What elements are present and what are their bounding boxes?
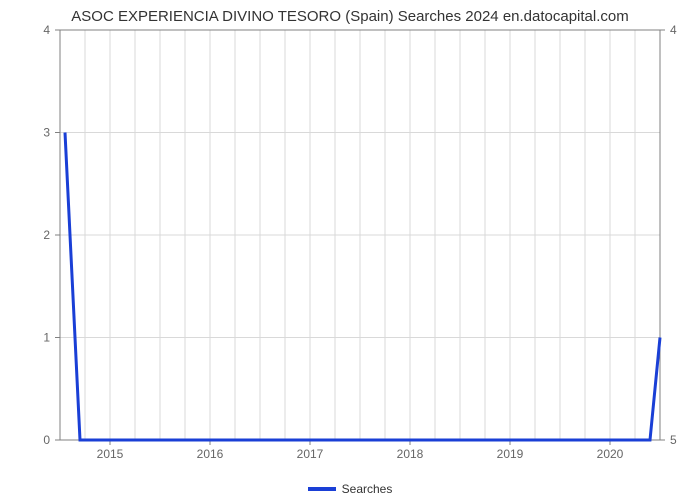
x-tick-label: 2015 — [97, 447, 124, 461]
x-tick-label: 2016 — [197, 447, 224, 461]
y-left-tick-label: 2 — [43, 228, 50, 242]
x-tick-label: 2017 — [297, 447, 324, 461]
legend: Searches — [0, 482, 700, 496]
y-right-tick-label: 5 — [670, 433, 677, 447]
legend-label: Searches — [342, 482, 393, 496]
y-left-tick-label: 3 — [43, 126, 50, 140]
x-tick-label: 2019 — [497, 447, 524, 461]
y-left-tick-label: 1 — [43, 331, 50, 345]
y-right-tick-label: 4 — [670, 23, 677, 37]
x-tick-label: 2018 — [397, 447, 424, 461]
series-line — [65, 133, 660, 441]
legend-swatch — [308, 487, 336, 491]
y-left-tick-label: 4 — [43, 23, 50, 37]
chart-container: ASOC EXPERIENCIA DIVINO TESORO (Spain) S… — [0, 0, 700, 500]
y-left-tick-label: 0 — [43, 433, 50, 447]
chart-plot: 0 1 2 3 4 4 5 2015 2016 2017 2018 2019 2020 — [0, 0, 700, 500]
x-tick-label: 2020 — [597, 447, 624, 461]
